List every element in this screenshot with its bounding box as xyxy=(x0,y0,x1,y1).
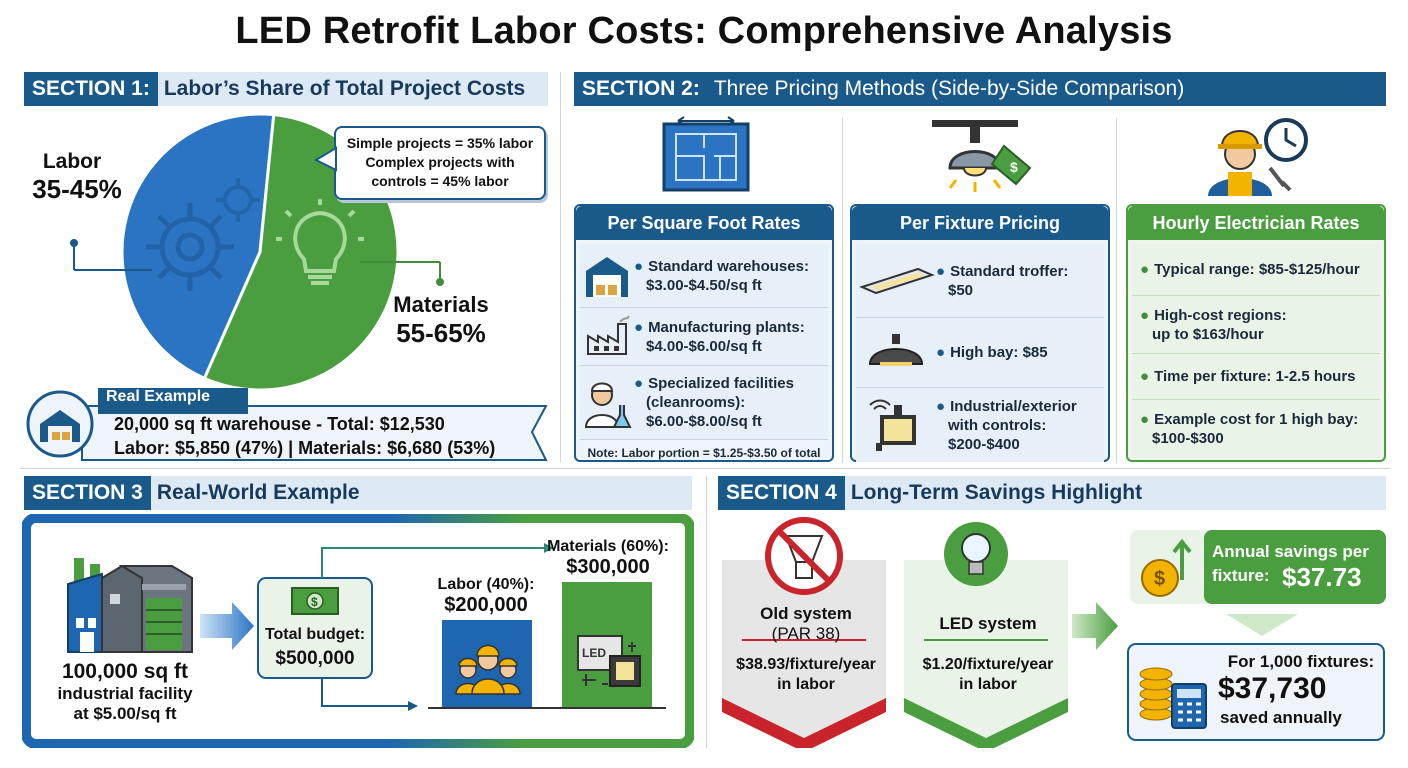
coins-calculator-icon xyxy=(1139,667,1207,729)
hourly-item-typical: ● Typical range: $85-$125/hour xyxy=(1132,244,1380,296)
labor-value: 35-45% xyxy=(32,174,122,204)
electrician-clock-icon xyxy=(1208,118,1308,196)
blueprint-icon xyxy=(662,116,750,192)
section3-number: SECTION 3 xyxy=(24,476,151,510)
budget-label: Total budget: xyxy=(264,626,366,643)
arrow-right-icon xyxy=(200,602,254,650)
section2-number: SECTION 2: xyxy=(574,72,708,106)
section1-number: SECTION 1: xyxy=(24,72,158,106)
per-square-foot-title: Per Square Foot Rates xyxy=(576,206,832,240)
real-example-banner xyxy=(26,388,548,461)
lightbulb-icon xyxy=(276,199,364,285)
hourly-rates-title: Hourly Electrician Rates xyxy=(1128,206,1384,240)
annual-savings-label: Annual savings per xyxy=(1212,542,1369,561)
pie-slice-labor xyxy=(120,112,276,381)
factory-icon xyxy=(587,315,630,355)
svg-text:$: $ xyxy=(1010,159,1018,175)
page-title: LED Retrofit Labor Costs: Comprehensive … xyxy=(235,10,1173,52)
svg-text:$: $ xyxy=(1154,568,1165,590)
fixture-item-industrial: ● Industrial/exterior with controls: $200-$… xyxy=(856,388,1104,462)
ceiling-light-price-tag-icon: $ xyxy=(932,120,1032,192)
old-system-subtitle: (PAR 38) xyxy=(771,624,841,643)
led-system-title: LED system xyxy=(939,614,1037,633)
thousand-fixtures-value: $37,730 xyxy=(1218,672,1327,705)
materials-split-value: $300,000 xyxy=(566,556,650,578)
budget-value: $500,000 xyxy=(275,648,355,669)
thousand-fixtures-label: For 1,000 fixtures: xyxy=(1227,652,1375,671)
labor-split-value: $200,000 xyxy=(444,594,528,616)
annual-savings-value: $37.73 xyxy=(1282,562,1362,592)
divider-horizontal xyxy=(20,468,1390,469)
labor-share-callout: Simple projects = 35% labor Complex proj… xyxy=(334,126,546,200)
hourly-item-high-cost: ● High-cost regions: up to $163/hour xyxy=(1132,296,1380,354)
money-icon: $ xyxy=(291,587,339,615)
facility-rate: at $5.00/sq ft xyxy=(73,704,177,723)
fixture-item-highbay: ● High bay: $85 xyxy=(856,318,1104,388)
svg-text:$: $ xyxy=(311,595,318,609)
coin-growth-icon: $ xyxy=(1141,538,1192,597)
labor-split-label: Labor (40%): xyxy=(437,576,535,593)
section4-number: SECTION 4 xyxy=(718,476,845,510)
section3-header: SECTION 3 Real-World Example xyxy=(24,476,692,510)
divider-vertical-top xyxy=(560,72,561,462)
per-square-foot-card: Per Square Foot Rates ● Standard warehous… xyxy=(574,204,834,462)
materials-split-label: Materials (60%): xyxy=(547,538,669,555)
sqft-note: Note: Labor portion = $1.25-$3.50 of tot… xyxy=(587,446,821,460)
hourly-rates-card: Hourly Electrician Rates ● Typical range:… xyxy=(1126,204,1386,462)
sqft-item-warehouse: ● Standard warehouses: $3.00-$4.50/sq ft xyxy=(580,244,828,308)
old-system-unit: in labor xyxy=(777,676,835,693)
exterior-fixture-wifi-icon xyxy=(869,399,916,451)
troffer-icon xyxy=(859,267,935,294)
warehouse-icon xyxy=(586,256,628,297)
led-bulb-icon xyxy=(944,522,1008,586)
warehouse-icon xyxy=(40,410,80,442)
savings-panel: $ xyxy=(722,517,1386,748)
sqft-item-manufacturing: ● Manufacturing plants: $4.00-$6.00/sq ft xyxy=(580,308,828,366)
led-tag: LED xyxy=(582,646,606,660)
section1-header: SECTION 1: Labor’s Share of Total Projec… xyxy=(24,72,548,106)
fixture-item-troffer: ● Standard troffer: $50 xyxy=(856,244,1104,318)
sqft-item-specialized: ● Specialized facilities (cleanrooms): $6.0… xyxy=(580,366,828,440)
old-system-cost: $38.93/fixture/year xyxy=(736,656,876,673)
section4-header: SECTION 4 Long-Term Savings Highlight xyxy=(718,476,1386,510)
real-example-line2: Labor: $5,850 (47%) | Materials: $6,680 … xyxy=(114,438,496,458)
factory-icon xyxy=(67,558,193,653)
gear-icon xyxy=(146,203,234,291)
section3-label: Real-World Example xyxy=(156,481,360,504)
materials-value: 55-65% xyxy=(396,318,486,348)
real-example-label: Real Example xyxy=(106,388,211,405)
led-system-unit: in labor xyxy=(959,676,1017,693)
annual-savings-label-2: fixture: xyxy=(1212,566,1270,585)
section2-header: SECTION 2: Three Pricing Methods (Side-b… xyxy=(574,72,1386,106)
callout-pointer xyxy=(314,146,337,172)
labor-title: Labor xyxy=(42,150,102,173)
per-fixture-card: Per Fixture Pricing ● Standard troffer: $5… xyxy=(850,204,1110,462)
materials-title: Materials xyxy=(393,292,489,317)
thousand-fixtures-sub: saved annually xyxy=(1220,708,1342,727)
led-system-cost: $1.20/fixture/year xyxy=(922,656,1054,673)
lab-technician-icon xyxy=(584,382,632,428)
labor-pie-chart xyxy=(70,112,444,392)
hourly-item-time: ● Time per fixture: 1-2.5 hours xyxy=(1132,354,1380,400)
per-fixture-title: Per Fixture Pricing xyxy=(852,206,1108,240)
high-bay-icon xyxy=(868,333,924,366)
hourly-item-example: ● Example cost for 1 high bay: $100-$300 xyxy=(1132,400,1380,458)
old-system-title: Old system xyxy=(760,604,852,623)
facility-type: industrial facility xyxy=(57,684,193,703)
section2-label: Three Pricing Methods (Side-by-Side Comp… xyxy=(713,77,1185,100)
arrow-right-icon xyxy=(1072,602,1118,650)
workers-icon xyxy=(455,644,521,695)
led-panel-icon xyxy=(577,635,641,687)
section1-label: Labor’s Share of Total Project Costs xyxy=(163,77,526,100)
no-old-bulb-icon xyxy=(765,517,843,595)
real-example-line1: 20,000 sq ft warehouse - Total: $12,530 xyxy=(114,414,445,434)
real-world-example-panel: $ xyxy=(22,514,694,748)
facility-size: 100,000 sq ft xyxy=(61,660,189,683)
section4-label: Long-Term Savings Highlight xyxy=(850,481,1143,504)
